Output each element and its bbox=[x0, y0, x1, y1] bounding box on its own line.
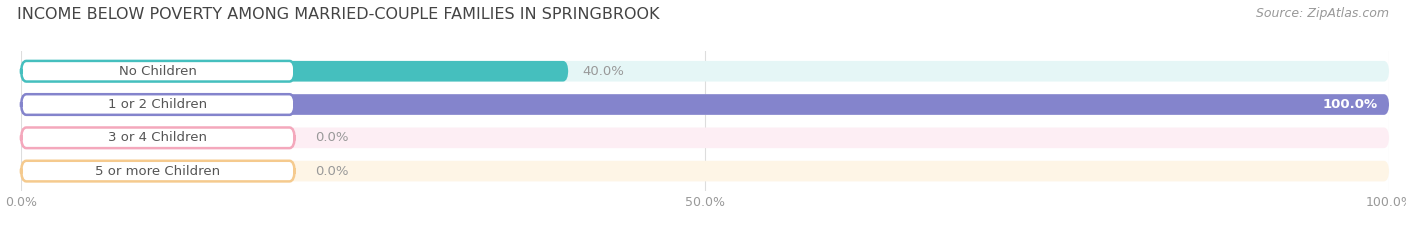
FancyBboxPatch shape bbox=[21, 61, 1389, 82]
FancyBboxPatch shape bbox=[21, 94, 295, 115]
FancyBboxPatch shape bbox=[21, 61, 295, 82]
FancyBboxPatch shape bbox=[21, 161, 1389, 182]
Text: 0.0%: 0.0% bbox=[315, 164, 349, 178]
Text: 40.0%: 40.0% bbox=[582, 65, 624, 78]
Text: 0.0%: 0.0% bbox=[315, 131, 349, 144]
Text: 3 or 4 Children: 3 or 4 Children bbox=[108, 131, 208, 144]
FancyBboxPatch shape bbox=[21, 161, 295, 182]
FancyBboxPatch shape bbox=[21, 94, 1389, 115]
Text: No Children: No Children bbox=[120, 65, 197, 78]
Text: 1 or 2 Children: 1 or 2 Children bbox=[108, 98, 208, 111]
Text: 100.0%: 100.0% bbox=[1323, 98, 1378, 111]
FancyBboxPatch shape bbox=[21, 127, 1389, 148]
FancyBboxPatch shape bbox=[21, 94, 1389, 115]
Text: 5 or more Children: 5 or more Children bbox=[96, 164, 221, 178]
FancyBboxPatch shape bbox=[21, 61, 568, 82]
FancyBboxPatch shape bbox=[21, 127, 295, 148]
Text: Source: ZipAtlas.com: Source: ZipAtlas.com bbox=[1256, 7, 1389, 20]
Text: INCOME BELOW POVERTY AMONG MARRIED-COUPLE FAMILIES IN SPRINGBROOK: INCOME BELOW POVERTY AMONG MARRIED-COUPL… bbox=[17, 7, 659, 22]
